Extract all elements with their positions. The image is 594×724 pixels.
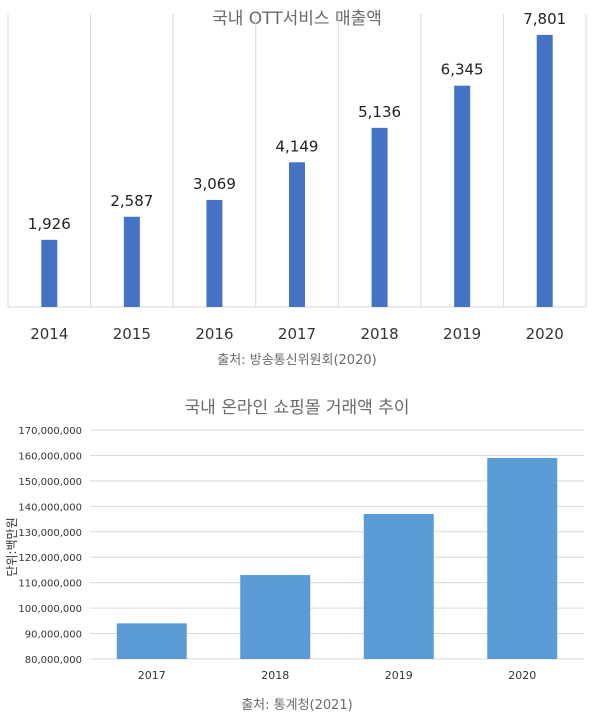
y-tick-label: 100,000,000	[18, 604, 82, 615]
x-tick-label: 2018	[261, 669, 289, 682]
x-tick-label: 2014	[30, 325, 68, 343]
data-label: 4,149	[276, 137, 319, 155]
data-label: 3,069	[193, 175, 236, 193]
bar	[240, 575, 311, 659]
x-tick-label: 2015	[113, 325, 151, 343]
online-shopping-chart: 국내 온라인 쇼핑몰 거래액 추이 170,000,000 160,000,000…	[5, 398, 584, 713]
y-axis-label: 단위:백만원	[5, 517, 19, 576]
y-tick-label: 80,000,000	[25, 655, 82, 666]
data-label: 1,926	[28, 215, 71, 233]
bar	[289, 162, 305, 307]
x-tick-label: 2020	[526, 325, 564, 343]
y-tick-label: 90,000,000	[25, 630, 82, 641]
y-tick-label: 170,000,000	[18, 426, 82, 437]
chart-title: 국내 OTT서비스 매출액	[212, 9, 382, 29]
bar	[363, 513, 434, 659]
y-tick-label: 150,000,000	[18, 477, 82, 488]
x-tick-label: 2017	[138, 669, 166, 682]
bar	[487, 457, 558, 659]
chart-source: 출처: 통계청(2021)	[241, 698, 353, 713]
y-tick-label: 140,000,000	[18, 502, 82, 513]
x-tick-label: 2016	[195, 325, 233, 343]
y-tick-label: 120,000,000	[18, 553, 82, 564]
bar	[123, 216, 140, 307]
bar	[454, 85, 471, 307]
x-tick-label: 2019	[443, 325, 481, 343]
y-tick-label: 130,000,000	[18, 528, 82, 539]
data-label: 5,136	[358, 103, 401, 121]
ott-revenue-chart: 국내 OTT서비스 매출액 1,926 2,587 3,069 4,149 5,136 6…	[7, 9, 587, 368]
y-tick-label: 110,000,000	[18, 579, 82, 590]
data-label: 7,801	[523, 10, 566, 28]
bar	[116, 623, 187, 659]
bar	[536, 34, 553, 308]
x-tick-label: 2018	[360, 325, 398, 343]
y-tick-label: 160,000,000	[18, 451, 82, 462]
x-tick-label: 2020	[508, 669, 536, 682]
chart-source: 출처: 방송통신위원회(2020)	[217, 353, 376, 368]
x-tick-label: 2019	[385, 669, 413, 682]
bar	[371, 127, 388, 307]
x-tick-label: 2017	[278, 325, 316, 343]
chart-title: 국내 온라인 쇼핑몰 거래액 추이	[185, 398, 410, 418]
bar	[41, 239, 58, 307]
data-label: 6,345	[441, 61, 484, 79]
data-label: 2,587	[110, 192, 153, 210]
bar	[206, 199, 223, 307]
